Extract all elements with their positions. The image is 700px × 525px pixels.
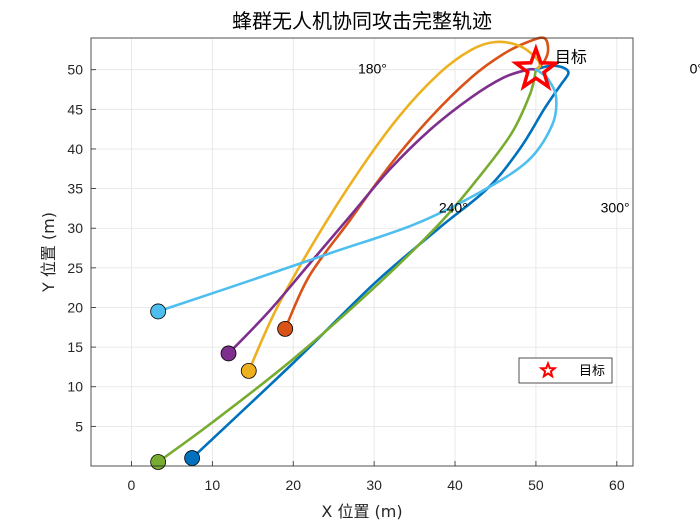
y-tick-label: 10	[67, 379, 83, 395]
y-tick-label: 20	[67, 299, 83, 315]
angle-annotations: 180° 0° 240° 300°	[358, 61, 700, 216]
y-tick-label: 30	[67, 220, 83, 236]
angle-annotation: 300°	[601, 199, 630, 215]
x-ticks: 0 10 20 30 40 50 60	[128, 461, 625, 493]
legend-star-icon	[538, 360, 558, 379]
legend-box	[518, 357, 613, 384]
chart-title: 蜂群无人机协同攻击完整轨迹	[232, 9, 492, 33]
start-point-3	[240, 362, 257, 379]
x-tick-label: 0	[128, 477, 136, 493]
angle-annotation: 240°	[439, 199, 468, 215]
start-point-1	[184, 450, 201, 466]
start-point-4	[220, 345, 237, 362]
start-point-5	[150, 454, 167, 470]
x-axis-label: X 位置 (m)	[321, 502, 402, 521]
angle-annotation: 0°	[690, 61, 700, 77]
y-tick-label: 45	[67, 101, 83, 117]
y-axis-label: Y 位置 (m)	[39, 212, 58, 293]
y-tick-label: 25	[67, 260, 83, 276]
start-point-6	[150, 303, 167, 320]
plot-area	[91, 38, 633, 466]
trajectory-line-4	[227, 67, 538, 355]
x-tick-label: 10	[205, 477, 221, 493]
legend-label: 目标	[579, 364, 605, 379]
legend-target-symbol	[538, 360, 558, 379]
trajectory-line-3	[247, 40, 542, 373]
plot-frame	[90, 37, 634, 467]
angle-annotation: 180°	[358, 61, 387, 77]
y-tick-label: 40	[67, 141, 83, 157]
y-ticks: 5 10 15 20 25 30 35 40 45 50	[67, 62, 96, 434]
x-tick-label: 60	[609, 477, 625, 493]
trajectory-line-2	[283, 36, 550, 331]
y-tick-label: 5	[75, 418, 83, 434]
x-tick-label: 30	[366, 477, 382, 493]
target-label: 目标	[555, 48, 587, 67]
trajectory-line-5	[156, 68, 538, 464]
y-tick-label: 15	[67, 339, 83, 355]
x-tick-label: 50	[528, 477, 544, 493]
x-tick-label: 20	[285, 477, 301, 493]
legend: 目标	[518, 357, 613, 384]
start-markers	[150, 303, 294, 470]
grid	[91, 38, 633, 466]
x-tick-label: 40	[447, 477, 463, 493]
y-tick-label: 50	[67, 62, 83, 78]
target-star-icon	[511, 43, 561, 91]
start-point-2	[277, 320, 294, 337]
target-marker: 目标	[511, 43, 587, 91]
y-tick-label: 35	[67, 181, 83, 197]
